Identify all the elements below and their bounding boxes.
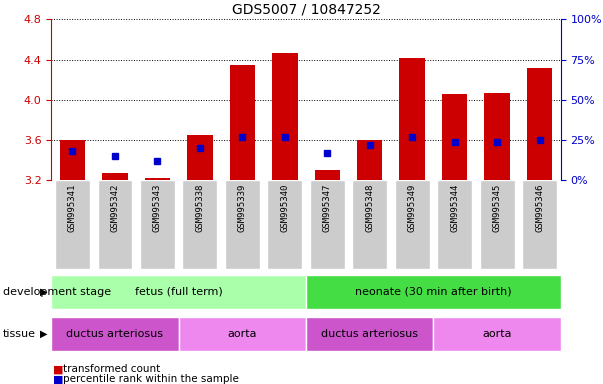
FancyBboxPatch shape bbox=[267, 180, 302, 269]
Text: GSM995349: GSM995349 bbox=[408, 183, 417, 232]
Text: GSM995342: GSM995342 bbox=[110, 183, 119, 232]
Text: ■: ■ bbox=[53, 374, 63, 384]
Text: transformed count: transformed count bbox=[63, 364, 160, 374]
FancyBboxPatch shape bbox=[51, 275, 306, 309]
Text: ▶: ▶ bbox=[40, 329, 47, 339]
Text: ■: ■ bbox=[53, 364, 63, 374]
Bar bbox=[103, 174, 128, 180]
Text: GSM995346: GSM995346 bbox=[535, 183, 544, 232]
Text: development stage: development stage bbox=[3, 287, 111, 297]
Text: percentile rank within the sample: percentile rank within the sample bbox=[63, 374, 239, 384]
Text: ▶: ▶ bbox=[40, 287, 47, 297]
Text: aorta: aorta bbox=[227, 329, 257, 339]
Text: GSM995338: GSM995338 bbox=[195, 183, 204, 232]
FancyBboxPatch shape bbox=[437, 180, 472, 269]
Text: GSM995343: GSM995343 bbox=[153, 183, 162, 232]
Bar bbox=[357, 140, 382, 180]
Bar bbox=[527, 68, 552, 180]
Bar bbox=[145, 179, 170, 180]
FancyBboxPatch shape bbox=[183, 180, 217, 269]
Text: GSM995339: GSM995339 bbox=[238, 183, 247, 232]
Bar bbox=[315, 170, 340, 180]
Text: GSM995341: GSM995341 bbox=[68, 183, 77, 232]
FancyBboxPatch shape bbox=[51, 317, 178, 351]
Text: GSM995347: GSM995347 bbox=[323, 183, 332, 232]
Text: ductus arteriosus: ductus arteriosus bbox=[66, 329, 163, 339]
FancyBboxPatch shape bbox=[395, 180, 429, 269]
FancyBboxPatch shape bbox=[306, 317, 434, 351]
Text: tissue: tissue bbox=[3, 329, 36, 339]
Bar bbox=[230, 65, 255, 180]
Title: GDS5007 / 10847252: GDS5007 / 10847252 bbox=[232, 3, 380, 17]
Bar bbox=[60, 140, 85, 180]
Text: GSM995345: GSM995345 bbox=[493, 183, 502, 232]
FancyBboxPatch shape bbox=[352, 180, 387, 269]
Text: fetus (full term): fetus (full term) bbox=[134, 287, 223, 297]
FancyBboxPatch shape bbox=[434, 317, 561, 351]
FancyBboxPatch shape bbox=[98, 180, 132, 269]
FancyBboxPatch shape bbox=[306, 275, 561, 309]
Text: GSM995348: GSM995348 bbox=[365, 183, 374, 232]
Bar bbox=[442, 94, 467, 180]
Bar bbox=[399, 58, 425, 180]
FancyBboxPatch shape bbox=[55, 180, 90, 269]
Text: aorta: aorta bbox=[482, 329, 512, 339]
FancyBboxPatch shape bbox=[480, 180, 514, 269]
Text: ductus arteriosus: ductus arteriosus bbox=[321, 329, 418, 339]
Text: neonate (30 min after birth): neonate (30 min after birth) bbox=[355, 287, 512, 297]
Bar bbox=[187, 135, 213, 180]
FancyBboxPatch shape bbox=[310, 180, 345, 269]
Bar bbox=[484, 93, 510, 180]
Text: GSM995340: GSM995340 bbox=[280, 183, 289, 232]
Bar bbox=[272, 53, 297, 180]
FancyBboxPatch shape bbox=[140, 180, 175, 269]
FancyBboxPatch shape bbox=[522, 180, 557, 269]
FancyBboxPatch shape bbox=[225, 180, 260, 269]
FancyBboxPatch shape bbox=[178, 317, 306, 351]
Text: GSM995344: GSM995344 bbox=[450, 183, 459, 232]
